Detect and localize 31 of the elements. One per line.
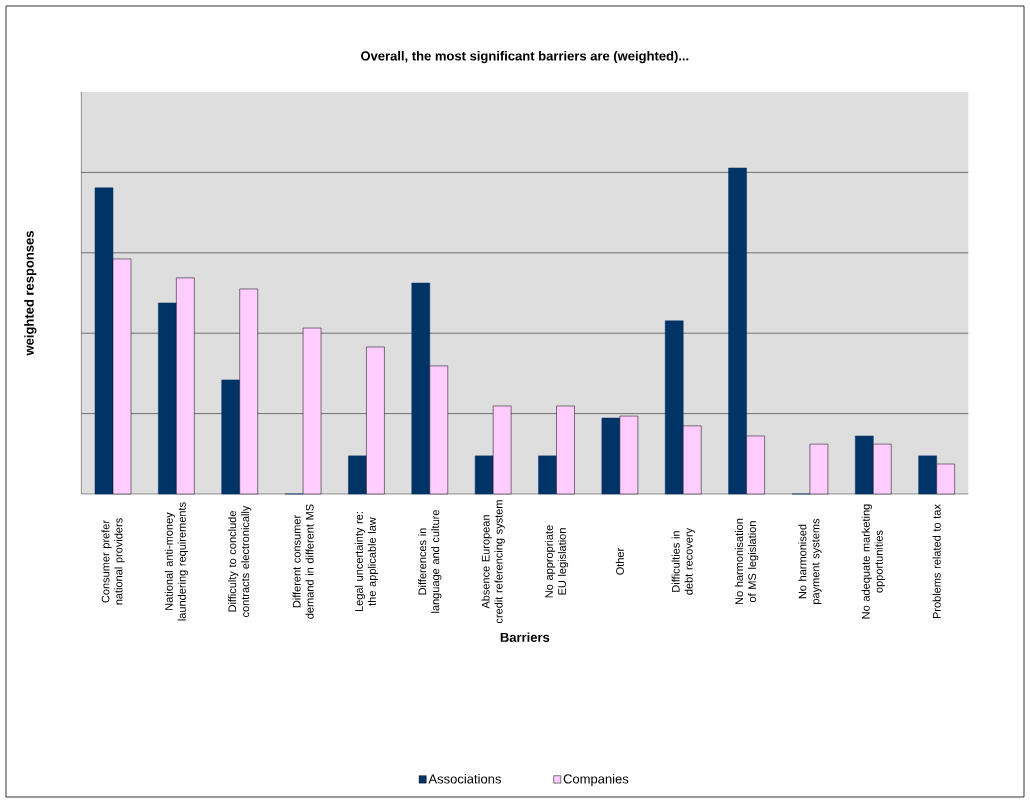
x-tick-label: Other [615, 547, 624, 575]
bar [474, 455, 494, 495]
legend-label: Companies [563, 773, 629, 787]
x-tick-label: No harmonisation of MS legislation [734, 518, 759, 605]
x-tick-label: No adequate marketing opportunities [861, 504, 885, 619]
bar [538, 455, 557, 495]
x-tick-label: No appropriate EU legislation [544, 525, 569, 598]
bar [601, 417, 621, 495]
legend-label: Associations [428, 773, 501, 784]
bar [158, 302, 177, 495]
bar [855, 435, 874, 495]
x-tick-label: Problems related to tax [932, 504, 941, 619]
bar [918, 455, 937, 495]
x-tick-label: Differences in language and culture [418, 510, 442, 613]
x-tick-label: Different consumer demand in different MS [292, 504, 314, 619]
x-tick-label: Absence European credit referencing system [481, 500, 505, 624]
x-tick-label: Consumer prefer national providers [101, 518, 125, 605]
y-axis-title: weighted responses [24, 231, 37, 356]
bar [664, 320, 684, 495]
x-tick-label: Difficulty to conclude contracts electronically [228, 505, 252, 617]
bar [221, 379, 240, 495]
chart-title: Overall, the most significant barriers are (weighted)... [361, 50, 689, 64]
x-tick-label: National anti-money laundering requirements [164, 502, 188, 621]
x-tick-label: Legal uncertainty re: the applicable law [354, 512, 379, 612]
x-axis-title: Barriers [500, 632, 550, 642]
bar [348, 455, 367, 495]
bar [411, 282, 431, 495]
bar [94, 187, 114, 495]
x-tick-label: No harmonised payment systems [798, 518, 822, 604]
x-tick-label: Difficulties in debt recovery [671, 527, 695, 595]
bar [728, 167, 747, 495]
